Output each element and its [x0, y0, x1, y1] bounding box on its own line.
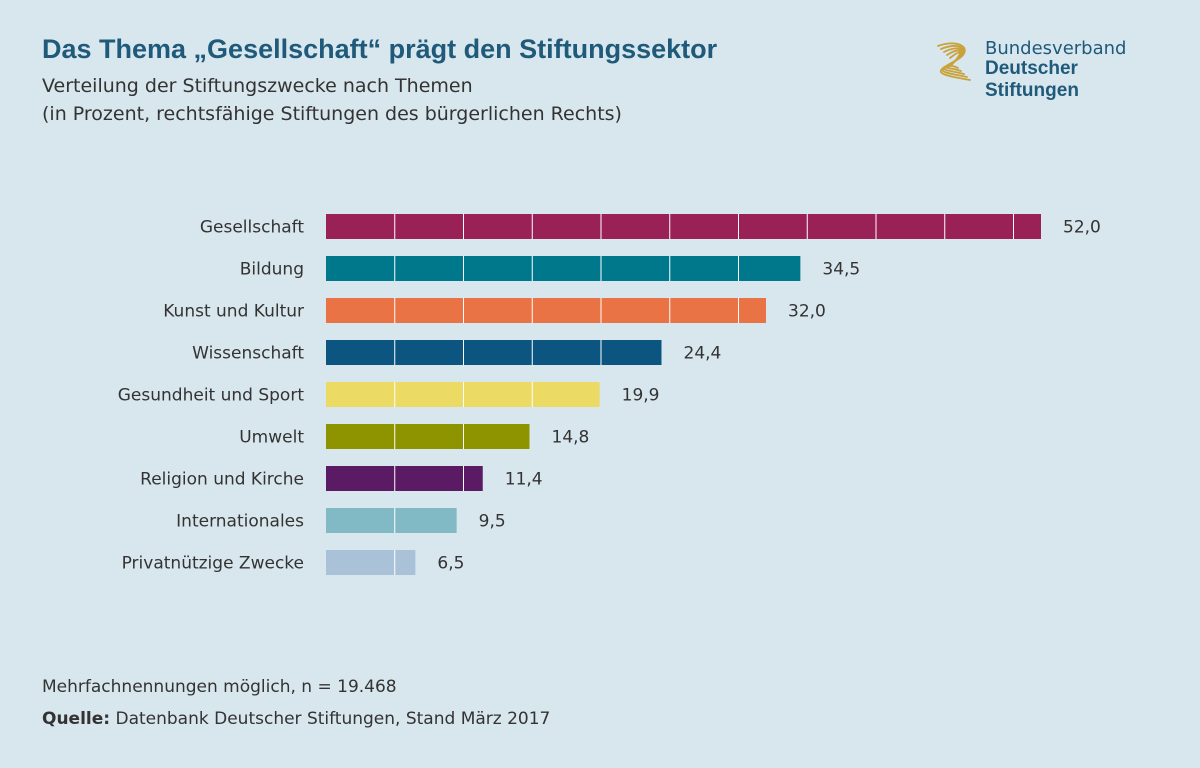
bar — [326, 340, 662, 365]
value-label: 24,4 — [684, 344, 722, 364]
logo-text-line-1: Bundesverband — [985, 38, 1127, 59]
bar — [326, 424, 530, 449]
value-label: 52,0 — [1063, 218, 1101, 238]
category-label: Privatnützige Zwecke — [122, 554, 304, 574]
bar — [326, 508, 457, 533]
value-label: 32,0 — [788, 302, 826, 322]
publisher-logo: Bundesverband Deutscher Stiftungen — [930, 36, 1170, 101]
subtitle-line-2: (in Prozent, rechtsfähige Stiftungen des… — [42, 103, 622, 125]
value-label: 19,9 — [622, 386, 660, 406]
category-label: Umwelt — [239, 428, 304, 448]
bar-chart: Gesellschaft 52,0 Bildung 34,5 Kunst und Kul… — [118, 214, 1101, 575]
category-label: Religion und Kirche — [140, 470, 304, 490]
chart-subtitle: Verteilung der Stiftungszwecke nach Them… — [42, 72, 622, 128]
footnote: Mehrfachnennungen möglich, n = 19.468 — [42, 677, 397, 697]
bar — [326, 466, 483, 491]
category-label: Kunst und Kultur — [163, 302, 304, 322]
chart-title: Das Thema „Gesellschaft“ prägt den Stift… — [42, 34, 718, 64]
source-note: Quelle: Datenbank Deutscher Stiftungen, … — [42, 709, 550, 729]
bar — [326, 256, 801, 281]
bar — [326, 214, 1041, 239]
bar — [326, 550, 416, 575]
logo-swirl-stroke — [947, 51, 961, 69]
logo-icon — [937, 42, 971, 81]
category-label: Internationales — [176, 512, 304, 532]
source-text: Datenbank Deutscher Stiftungen, Stand Mä… — [110, 709, 551, 729]
value-label: 14,8 — [552, 428, 590, 448]
value-label: 6,5 — [437, 554, 464, 574]
value-label: 11,4 — [505, 470, 543, 490]
category-label: Gesundheit und Sport — [118, 386, 305, 406]
category-label: Gesellschaft — [200, 218, 304, 238]
logo-text-line-2: Deutscher Stiftungen — [985, 58, 1079, 101]
source-label: Quelle: — [42, 709, 111, 729]
subtitle-line-1: Verteilung der Stiftungszwecke nach Them… — [42, 75, 473, 97]
category-label: Wissenschaft — [192, 344, 304, 364]
value-label: 34,5 — [822, 260, 860, 280]
category-label: Bildung — [240, 260, 304, 280]
value-label: 9,5 — [479, 512, 506, 532]
bar — [326, 382, 600, 407]
bar — [326, 298, 766, 323]
